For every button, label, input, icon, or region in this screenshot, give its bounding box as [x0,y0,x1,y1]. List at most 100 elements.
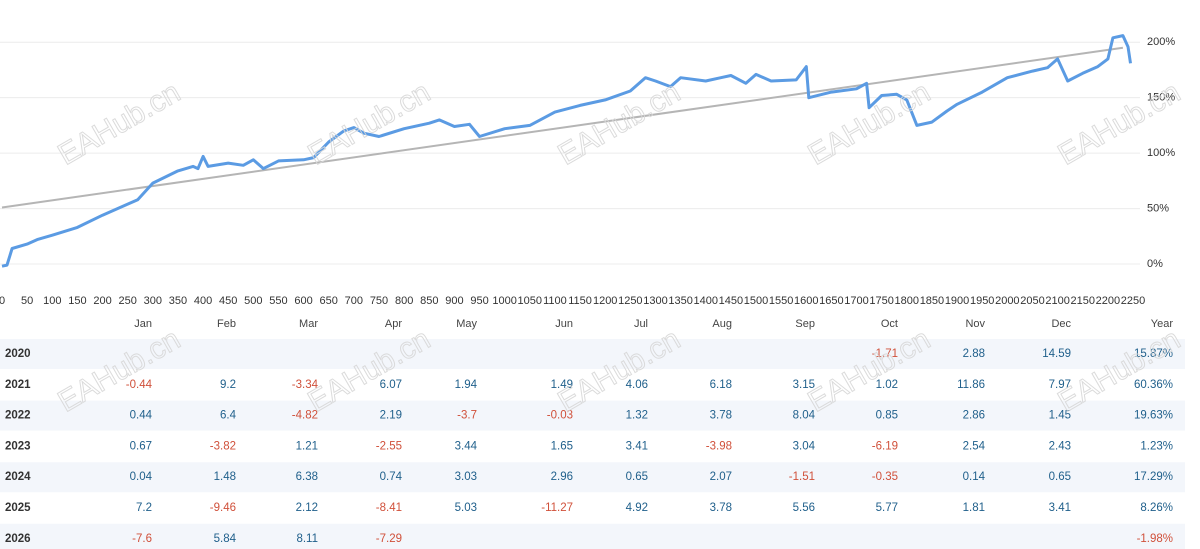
row-band [0,400,1185,431]
x-tick-label: 2000 [995,295,1019,307]
x-tick-label: 300 [144,295,162,307]
x-tick-label: 1350 [668,295,692,307]
x-tick-label: 2150 [1070,295,1094,307]
watermark: EAHub.cn [302,76,435,172]
line [1,46,1124,209]
x-tick-label: 1750 [869,295,893,307]
x-tick-label: 850 [420,295,438,307]
x-tick-label: 1650 [819,295,843,307]
cell: 5.84 [214,533,237,545]
cell: 0.85 [876,410,898,422]
cell: -1.51 [789,471,815,483]
cell: 6.4 [220,410,237,422]
x-tick-label: 1700 [844,295,868,307]
x-tick-label: 2100 [1045,295,1069,307]
cell: 15.87% [1134,348,1173,360]
column-header: Aug [712,318,732,330]
x-tick-label: 2250 [1121,295,1145,307]
column-header: Feb [217,318,236,330]
cell: 3.41 [626,440,648,452]
cell: -3.34 [292,379,319,391]
row-year: 2026 [5,533,31,545]
cell: -2.55 [376,440,402,452]
cell: 9.2 [220,379,236,391]
cell: 4.06 [626,379,648,391]
row-band [0,339,1185,369]
cell: 14.59 [1042,348,1071,360]
x-tick-label: 100 [43,295,61,307]
watermark: EAHub.cn [552,76,685,172]
x-tick-label: 500 [244,295,262,307]
cell: 1.23% [1140,440,1173,452]
x-tick-label: 1200 [593,295,617,307]
x-tick-label: 1000 [492,295,516,307]
cell: -3.82 [210,440,236,452]
x-tick-label: 1250 [618,295,642,307]
cell: 0.04 [130,471,153,483]
cell: 0.44 [130,410,153,422]
cell: -11.27 [541,502,573,514]
cell: -7.29 [376,533,402,545]
y-tick-label: 50% [1147,202,1169,214]
x-tick-label: 800 [395,295,413,307]
column-header: May [456,318,477,330]
x-tick-label: 1550 [769,295,793,307]
cell: 1.32 [626,410,648,422]
cell: 6.38 [296,471,318,483]
row-year: 2021 [5,379,31,391]
x-tick-label: 1500 [744,295,768,307]
y-tick-label: 200% [1147,36,1175,48]
row-year: 2020 [5,348,31,360]
cell: 3.78 [710,502,732,514]
y-tick-label: 0% [1147,258,1163,270]
x-tick-label: 600 [294,295,312,307]
cell: 0.65 [626,471,648,483]
y-tick-label: 150% [1147,92,1175,104]
x-tick-label: 1150 [568,295,592,307]
cell: 17.29% [1134,471,1173,483]
x-tick-label: 1450 [719,295,743,307]
cell: -7.6 [132,533,152,545]
x-tick-label: 950 [470,295,488,307]
cell: 6.18 [710,379,732,391]
cell: -6.19 [872,440,898,452]
cell: -0.44 [126,379,153,391]
chart: 0% 50% 100% 150% 200% 0 50 100 150 200 250 300 350 40… [0,34,1175,307]
x-tick-label: 550 [269,295,287,307]
cell: 3.04 [793,440,816,452]
x-tick-label: 2200 [1096,295,1120,307]
x-tick-label: 1600 [794,295,818,307]
column-header: Dec [1051,318,1071,330]
x-tick-label: 1300 [643,295,667,307]
x-tick-label: 400 [194,295,212,307]
cell: 2.96 [551,471,573,483]
cell: 2.54 [963,440,986,452]
cell: 3.78 [710,410,732,422]
column-header: Apr [385,318,402,330]
cell: 0.14 [963,471,986,483]
x-tick-label: 1100 [543,295,567,307]
column-header: Jul [634,318,648,330]
cell: 2.88 [963,348,985,360]
x-tick-label: 1900 [945,295,969,307]
cell: 8.26% [1140,502,1173,514]
cell: 6.07 [380,379,402,391]
cell: -0.03 [547,410,573,422]
watermark: EAHub.cn [52,76,185,172]
cell: 1.65 [551,440,573,452]
cell: 1.45 [1049,410,1071,422]
cell: 8.04 [793,410,816,422]
cell: -3.7 [457,410,477,422]
column-header: Mar [299,318,318,330]
cell: 5.56 [793,502,815,514]
column-header: Jan [134,318,152,330]
cell: 7.97 [1049,379,1071,391]
cell: 11.86 [957,379,985,391]
cell: -1.71 [872,348,898,360]
y-tick-label: 100% [1147,147,1175,159]
cell: -4.82 [292,410,318,422]
x-tick-label: 2050 [1020,295,1044,307]
x-tick-label: 450 [219,295,237,307]
x-tick-label: 1950 [970,295,994,307]
cell: 2.86 [963,410,985,422]
